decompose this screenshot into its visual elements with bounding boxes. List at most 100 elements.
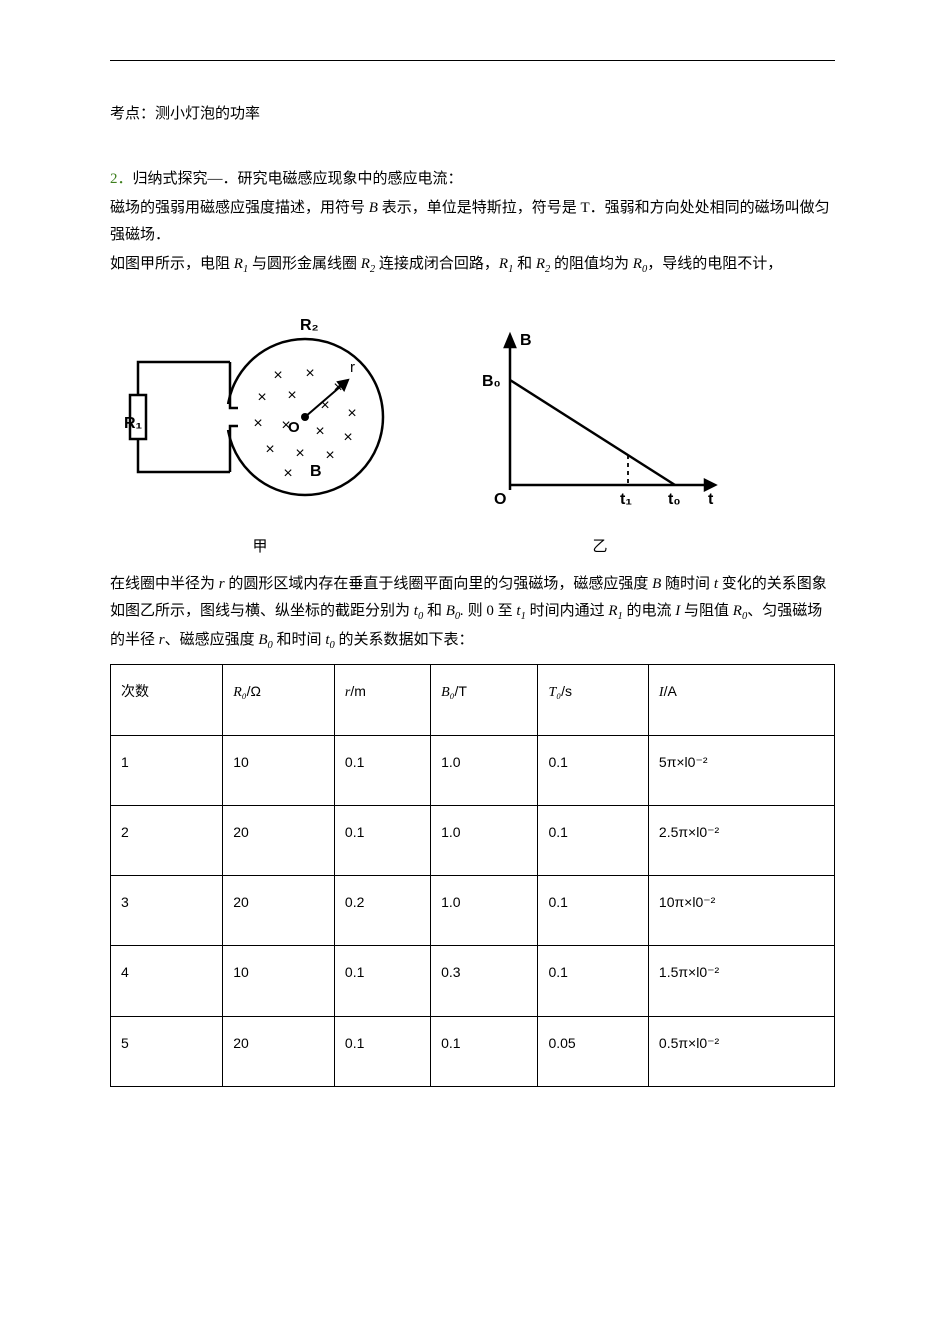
var-R2: R2 bbox=[361, 256, 375, 272]
caption-jia: 甲 bbox=[110, 534, 410, 561]
table-cell: 0.05 bbox=[538, 1016, 648, 1086]
table-cell: 0.1 bbox=[538, 946, 648, 1016]
table-cell: 0.5π×l0⁻² bbox=[648, 1016, 834, 1086]
svg-text:×: × bbox=[265, 441, 274, 458]
label-t0: t₀ bbox=[668, 491, 681, 508]
svg-text:×: × bbox=[315, 423, 324, 440]
svg-text:×: × bbox=[305, 365, 314, 382]
svg-text:×: × bbox=[273, 367, 282, 384]
var-t1: t1 bbox=[516, 603, 525, 619]
table-cell: 1 bbox=[111, 735, 223, 805]
svg-text:×: × bbox=[295, 445, 304, 462]
table-cell: 20 bbox=[223, 1016, 335, 1086]
table-cell: 10π×l0⁻² bbox=[648, 876, 834, 946]
q2-title: 归纳式探究—．研究电磁感应现象中的感应电流： bbox=[133, 171, 463, 187]
var-R1b: R1 bbox=[499, 256, 513, 272]
table-row: 2200.11.00.12.5π×l0⁻² bbox=[111, 806, 835, 876]
figure-yi: B B₀ O t₁ t₀ t 乙 bbox=[470, 320, 730, 561]
label-R2: R₂ bbox=[300, 317, 319, 334]
figure-jia: ××× ×××× ×××× ××× × R₁ R₂ O r B 甲 bbox=[110, 300, 410, 561]
text: 的圆形区域内存在垂直于线圈平面向里的匀强磁场，磁感应强度 bbox=[225, 576, 653, 592]
table-cell: 10 bbox=[223, 735, 335, 805]
caption-yi: 乙 bbox=[470, 534, 730, 561]
var-R1c: R1 bbox=[608, 603, 622, 619]
table-row: 5200.10.10.050.5π×l0⁻² bbox=[111, 1016, 835, 1086]
text: 磁场的强弱用磁感应强度描述，用符号 bbox=[110, 200, 369, 216]
table-cell: 3 bbox=[111, 876, 223, 946]
table-cell: 0.1 bbox=[334, 735, 430, 805]
topic-label: 考点：测小灯泡的功率 bbox=[110, 101, 835, 128]
table-cell: 0.1 bbox=[538, 806, 648, 876]
var-R1: R1 bbox=[234, 256, 248, 272]
label-r: r bbox=[350, 359, 355, 376]
var-B: B bbox=[652, 576, 661, 592]
text: 与阻值 bbox=[680, 603, 733, 619]
table-cell: 0.1 bbox=[334, 806, 430, 876]
axis-t: t bbox=[708, 491, 714, 508]
q2-p2: 如图甲所示，电阻 R1 与圆形金属线圈 R2 连接成闭合回路，R1 和 R2 的… bbox=[110, 251, 835, 280]
table-cell: 1.0 bbox=[431, 806, 538, 876]
table-col-header: T₀/s bbox=[538, 664, 648, 735]
text: 、磁感应强度 bbox=[165, 632, 259, 648]
label-R1: R₁ bbox=[124, 415, 143, 432]
table-cell: 5π×l0⁻² bbox=[648, 735, 834, 805]
table-cell: 1.5π×l0⁻² bbox=[648, 946, 834, 1016]
svg-text:×: × bbox=[257, 389, 266, 406]
svg-text:×: × bbox=[325, 447, 334, 464]
table-header-row: 次数R₀/Ωr/mB₀/TT₀/sI/A bbox=[111, 664, 835, 735]
table-row: 1100.11.00.15π×l0⁻² bbox=[111, 735, 835, 805]
text: 则 0 至 bbox=[464, 603, 517, 619]
data-table: 次数R₀/Ωr/mB₀/TT₀/sI/A 1100.11.00.15π×l0⁻²… bbox=[110, 664, 835, 1087]
table-cell: 10 bbox=[223, 946, 335, 1016]
q2-p1: 磁场的强弱用磁感应强度描述，用符号 B 表示，单位是特斯拉，符号是 T．强弱和方… bbox=[110, 195, 835, 249]
table-row: 3200.21.00.110π×l0⁻² bbox=[111, 876, 835, 946]
text: 如图甲所示，电阻 bbox=[110, 256, 234, 272]
table-cell: 0.1 bbox=[538, 735, 648, 805]
top-rule bbox=[110, 60, 835, 61]
table-cell: 4 bbox=[111, 946, 223, 1016]
table-cell: 20 bbox=[223, 806, 335, 876]
table-cell: 0.1 bbox=[431, 1016, 538, 1086]
axis-B: B bbox=[520, 332, 532, 349]
svg-text:×: × bbox=[283, 465, 292, 482]
table-cell: 1.0 bbox=[431, 876, 538, 946]
table-col-header: I/A bbox=[648, 664, 834, 735]
text: 与圆形金属线圈 bbox=[248, 256, 361, 272]
label-O: O bbox=[494, 491, 506, 508]
table-cell: 5 bbox=[111, 1016, 223, 1086]
q2-title-line: 2．归纳式探究—．研究电磁感应现象中的感应电流： bbox=[110, 166, 835, 193]
label-Bfield: B bbox=[310, 463, 322, 480]
text: ，导线的电阻不计， bbox=[647, 256, 782, 272]
table-cell: 0.1 bbox=[334, 1016, 430, 1086]
table-cell: 20 bbox=[223, 876, 335, 946]
q2-number: 2． bbox=[110, 171, 133, 187]
label-O: O bbox=[288, 419, 300, 436]
text: 时间内通过 bbox=[526, 603, 609, 619]
table-col-header: R₀/Ω bbox=[223, 664, 335, 735]
table-row: 4100.10.30.11.5π×l0⁻² bbox=[111, 946, 835, 1016]
svg-text:×: × bbox=[253, 415, 262, 432]
table-cell: 0.3 bbox=[431, 946, 538, 1016]
text: 和 bbox=[423, 603, 446, 619]
text: 连接成闭合回路， bbox=[375, 256, 499, 272]
text: 的阻值均为 bbox=[550, 256, 633, 272]
table-body: 1100.11.00.15π×l0⁻²2200.11.00.12.5π×l0⁻²… bbox=[111, 735, 835, 1086]
circuit-coil-svg: ××× ×××× ×××× ××× × R₁ R₂ O r B bbox=[110, 300, 410, 520]
table-cell: 0.2 bbox=[334, 876, 430, 946]
var-B: B bbox=[369, 200, 378, 216]
table-col-header: r/m bbox=[334, 664, 430, 735]
table-col-header: B₀/T bbox=[431, 664, 538, 735]
var-B0: B0. bbox=[446, 603, 464, 619]
var-t0: t0 bbox=[414, 603, 423, 619]
text: 和 bbox=[513, 256, 536, 272]
text: 和时间 bbox=[273, 632, 326, 648]
table-cell: 0.1 bbox=[538, 876, 648, 946]
svg-text:×: × bbox=[347, 405, 356, 422]
figure-row: ××× ×××× ×××× ××× × R₁ R₂ O r B 甲 bbox=[110, 300, 835, 561]
text: 的电流 bbox=[623, 603, 676, 619]
var-R2b: R2 bbox=[536, 256, 550, 272]
table-col-header: 次数 bbox=[111, 664, 223, 735]
text: 在线圈中半径为 bbox=[110, 576, 219, 592]
text: 随时间 bbox=[661, 576, 714, 592]
var-R0: R0 bbox=[633, 256, 647, 272]
